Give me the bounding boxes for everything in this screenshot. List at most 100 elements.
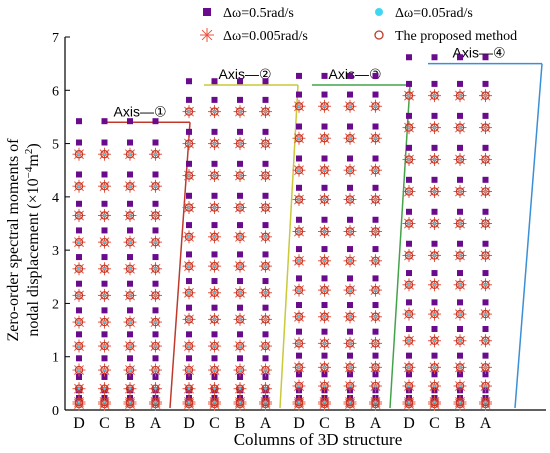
- dot-marker: [433, 94, 436, 97]
- square-marker: [152, 171, 159, 178]
- proposed-method-circle: [235, 384, 245, 393]
- square-marker: [431, 54, 438, 61]
- proposed-method-circle: [320, 227, 329, 236]
- square-marker: [347, 91, 353, 98]
- proposed-method-circle: [404, 397, 414, 407]
- square-marker: [152, 254, 159, 261]
- dot-marker: [213, 174, 216, 177]
- proposed-method-circle: [404, 309, 414, 319]
- square-marker: [457, 144, 463, 151]
- square-marker: [347, 302, 353, 309]
- dot-marker: [323, 169, 326, 172]
- square-marker: [296, 123, 302, 130]
- dot-marker: [323, 366, 326, 369]
- proposed-method-circle: [371, 285, 380, 295]
- square-marker: [431, 371, 438, 378]
- dot-marker: [348, 230, 352, 233]
- proposed-method-circle: [481, 251, 490, 260]
- square-marker: [76, 355, 82, 362]
- square-marker: [296, 328, 302, 335]
- proposed-method-circle: [261, 203, 270, 212]
- proposed-method-circle: [261, 288, 270, 297]
- proposed-method-circle: [184, 139, 194, 148]
- square-marker: [186, 192, 192, 199]
- dot-marker: [238, 235, 242, 239]
- square-marker: [76, 254, 82, 261]
- square-marker: [237, 355, 243, 362]
- proposed-method-circle: [100, 237, 109, 247]
- square-marker: [211, 373, 218, 380]
- square-marker: [457, 352, 463, 359]
- proposed-method-circle: [184, 171, 194, 180]
- proposed-method-circle: [481, 309, 490, 319]
- square-marker: [152, 139, 159, 146]
- proposed-method-circle: [404, 280, 414, 289]
- square-marker: [237, 278, 243, 285]
- proposed-method-circle: [371, 397, 380, 407]
- proposed-method-circle: [430, 280, 439, 289]
- square-marker: [101, 307, 108, 314]
- square-marker: [321, 246, 328, 253]
- legend: Δω=0.5rad/s Δω=0.05rad/s Δω=0.005rad/s The …: [200, 6, 517, 44]
- dot-marker: [77, 153, 81, 156]
- proposed-method-circle: [455, 397, 465, 407]
- proposed-method-circle: [74, 237, 84, 247]
- dot-marker: [213, 318, 216, 321]
- dot-marker: [213, 206, 216, 209]
- square-marker: [76, 118, 82, 125]
- dot-marker: [484, 126, 487, 129]
- dot-marker: [484, 222, 487, 225]
- y-axis-label-exp: −4: [23, 166, 35, 178]
- dot-marker: [154, 294, 157, 297]
- proposed-method-circle: [455, 155, 465, 164]
- square-marker: [152, 200, 159, 207]
- dot-marker: [187, 206, 191, 209]
- dot-marker: [264, 206, 267, 209]
- square-marker: [406, 371, 412, 378]
- square-marker: [127, 331, 133, 338]
- dot-marker: [348, 288, 352, 292]
- proposed-method-circle: [294, 134, 304, 143]
- proposed-method-circle: [125, 397, 135, 407]
- dot-marker: [297, 137, 301, 140]
- proposed-method-circle: [74, 397, 84, 407]
- dot-marker: [103, 368, 106, 372]
- square-marker: [431, 208, 438, 215]
- square-marker: [457, 299, 463, 306]
- square-marker: [127, 227, 133, 234]
- proposed-method-circle: [261, 139, 270, 148]
- proposed-method-circle: [404, 336, 414, 345]
- dot-marker: [297, 198, 301, 201]
- square-marker: [101, 355, 108, 362]
- square-marker: [431, 240, 438, 247]
- proposed-method-circle: [125, 150, 135, 159]
- square-marker: [296, 184, 302, 191]
- dot-marker: [77, 185, 81, 188]
- square-marker: [296, 275, 302, 282]
- square-marker: [482, 54, 489, 61]
- proposed-method-circle: [151, 264, 160, 273]
- proposed-method-circle: [210, 315, 219, 324]
- dot-marker: [458, 384, 462, 388]
- square-marker: [237, 304, 243, 311]
- dot-marker: [374, 342, 377, 345]
- square-marker: [76, 139, 82, 146]
- dot-marker: [264, 235, 267, 239]
- square-marker: [482, 371, 489, 378]
- proposed-method-circle: [430, 309, 439, 319]
- square-marker: [431, 112, 438, 119]
- square-marker: [152, 118, 159, 125]
- square-marker: [457, 371, 463, 378]
- legend-dot-icon: [375, 8, 383, 16]
- dot-marker: [128, 387, 132, 390]
- square-marker: [211, 355, 218, 362]
- dot-marker: [213, 110, 216, 113]
- legend-square-icon: [203, 8, 211, 16]
- dot-marker: [323, 105, 326, 108]
- axis-groups: Axis—① Axis—② Axis—③ Axis—④: [102, 45, 543, 409]
- proposed-method-circle: [430, 155, 439, 164]
- proposed-method-circle: [261, 341, 270, 351]
- square-marker: [127, 355, 133, 362]
- square-marker: [296, 371, 302, 378]
- dot-marker: [374, 230, 377, 233]
